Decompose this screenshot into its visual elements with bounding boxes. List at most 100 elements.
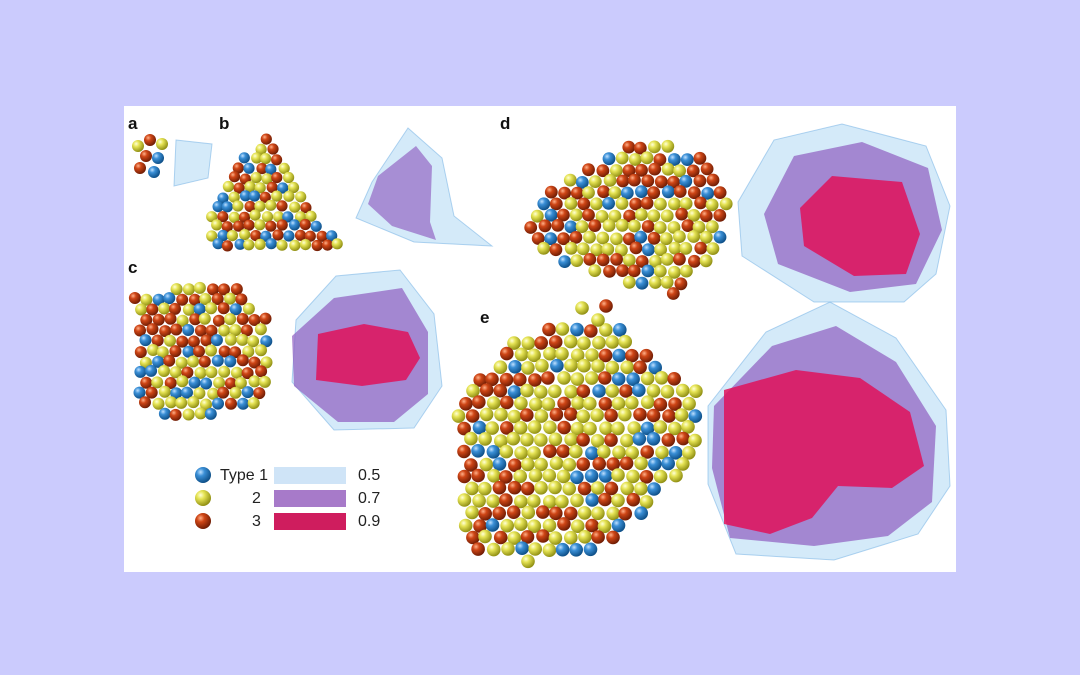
atom	[713, 209, 727, 222]
atom	[221, 240, 233, 252]
atom	[158, 407, 171, 420]
atom	[500, 421, 514, 435]
atom	[507, 336, 521, 350]
atom	[493, 530, 508, 545]
atom	[499, 372, 514, 387]
atom	[520, 432, 534, 447]
atom	[615, 197, 629, 210]
atom	[229, 303, 242, 316]
atom	[602, 152, 616, 166]
atom	[583, 253, 597, 266]
atom	[134, 346, 147, 359]
atom	[571, 396, 585, 410]
atom	[611, 518, 626, 533]
atom	[719, 197, 733, 211]
atom	[604, 408, 618, 423]
atom	[622, 164, 636, 177]
atom	[628, 219, 641, 233]
atom	[528, 373, 542, 387]
legend-atom-type1	[195, 467, 211, 483]
atom	[612, 445, 626, 460]
atom	[534, 481, 548, 495]
atom	[537, 197, 551, 211]
atom	[211, 293, 224, 305]
atom	[459, 397, 473, 411]
atom	[668, 446, 683, 460]
atom	[661, 185, 675, 199]
atom	[598, 469, 613, 483]
atom	[229, 346, 242, 359]
atom	[169, 408, 182, 421]
atom	[194, 366, 207, 379]
atom	[615, 151, 629, 165]
atom	[660, 275, 674, 289]
atom	[588, 219, 602, 232]
atom	[668, 241, 682, 255]
atom	[211, 354, 224, 367]
atom	[585, 446, 599, 461]
atom	[673, 252, 686, 266]
legend-atom-label-1: Type 1	[220, 467, 269, 484]
atom	[590, 197, 603, 211]
atom	[555, 347, 569, 361]
atom	[236, 313, 249, 325]
atom	[272, 229, 284, 241]
atom	[611, 468, 625, 482]
atom	[674, 408, 689, 422]
atom	[485, 372, 499, 387]
panel-label-b: b	[219, 114, 230, 133]
atom	[140, 376, 153, 389]
atom	[610, 253, 623, 266]
atom	[634, 208, 648, 221]
atom	[606, 530, 620, 545]
atom	[326, 230, 338, 242]
atom	[232, 162, 244, 174]
atom	[311, 239, 323, 252]
atom-clusters	[128, 133, 733, 569]
atom	[198, 355, 211, 368]
atom	[159, 325, 172, 338]
atom	[295, 191, 307, 203]
atom	[146, 303, 159, 316]
atom	[169, 345, 182, 358]
atom	[675, 207, 689, 221]
atom	[228, 171, 241, 183]
atom	[654, 197, 667, 211]
atom	[451, 409, 466, 423]
atom	[271, 154, 283, 166]
atom	[187, 355, 200, 368]
atom	[591, 530, 605, 544]
atom	[570, 372, 585, 386]
atom	[577, 481, 592, 496]
atom	[224, 377, 237, 390]
atom	[601, 242, 615, 256]
atom	[247, 335, 260, 348]
atom	[564, 358, 578, 373]
atom	[641, 264, 655, 278]
atom	[648, 360, 662, 375]
atom	[199, 293, 212, 305]
atom	[549, 506, 563, 521]
atom	[673, 230, 686, 243]
atom	[239, 229, 251, 241]
atom	[478, 432, 492, 446]
atom	[688, 254, 701, 268]
atom	[193, 281, 206, 294]
atom	[610, 232, 623, 246]
atom	[156, 138, 168, 150]
atom	[255, 365, 268, 378]
cluster-e	[451, 322, 703, 569]
atom	[486, 396, 501, 410]
atom	[473, 373, 488, 387]
atom	[668, 265, 681, 279]
atom	[500, 518, 514, 533]
atom	[641, 220, 655, 233]
atom	[507, 385, 522, 399]
atom	[548, 531, 563, 545]
atom	[576, 409, 590, 424]
atom	[187, 396, 200, 409]
atom	[544, 232, 558, 246]
figure-panel: a b c d e Type 1 2 3 0.5 0.7 0.9	[124, 106, 956, 572]
atom	[205, 344, 217, 357]
atom	[622, 275, 636, 289]
